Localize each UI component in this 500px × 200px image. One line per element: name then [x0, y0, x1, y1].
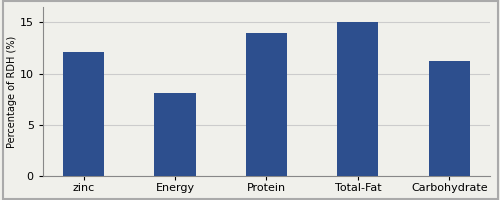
Bar [338, 22, 378, 176]
Bar [246, 33, 287, 176]
Bar [154, 93, 196, 176]
Y-axis label: Percentage of RDH (%): Percentage of RDH (%) [7, 35, 17, 148]
Bar [63, 52, 104, 176]
Bar [428, 61, 470, 176]
